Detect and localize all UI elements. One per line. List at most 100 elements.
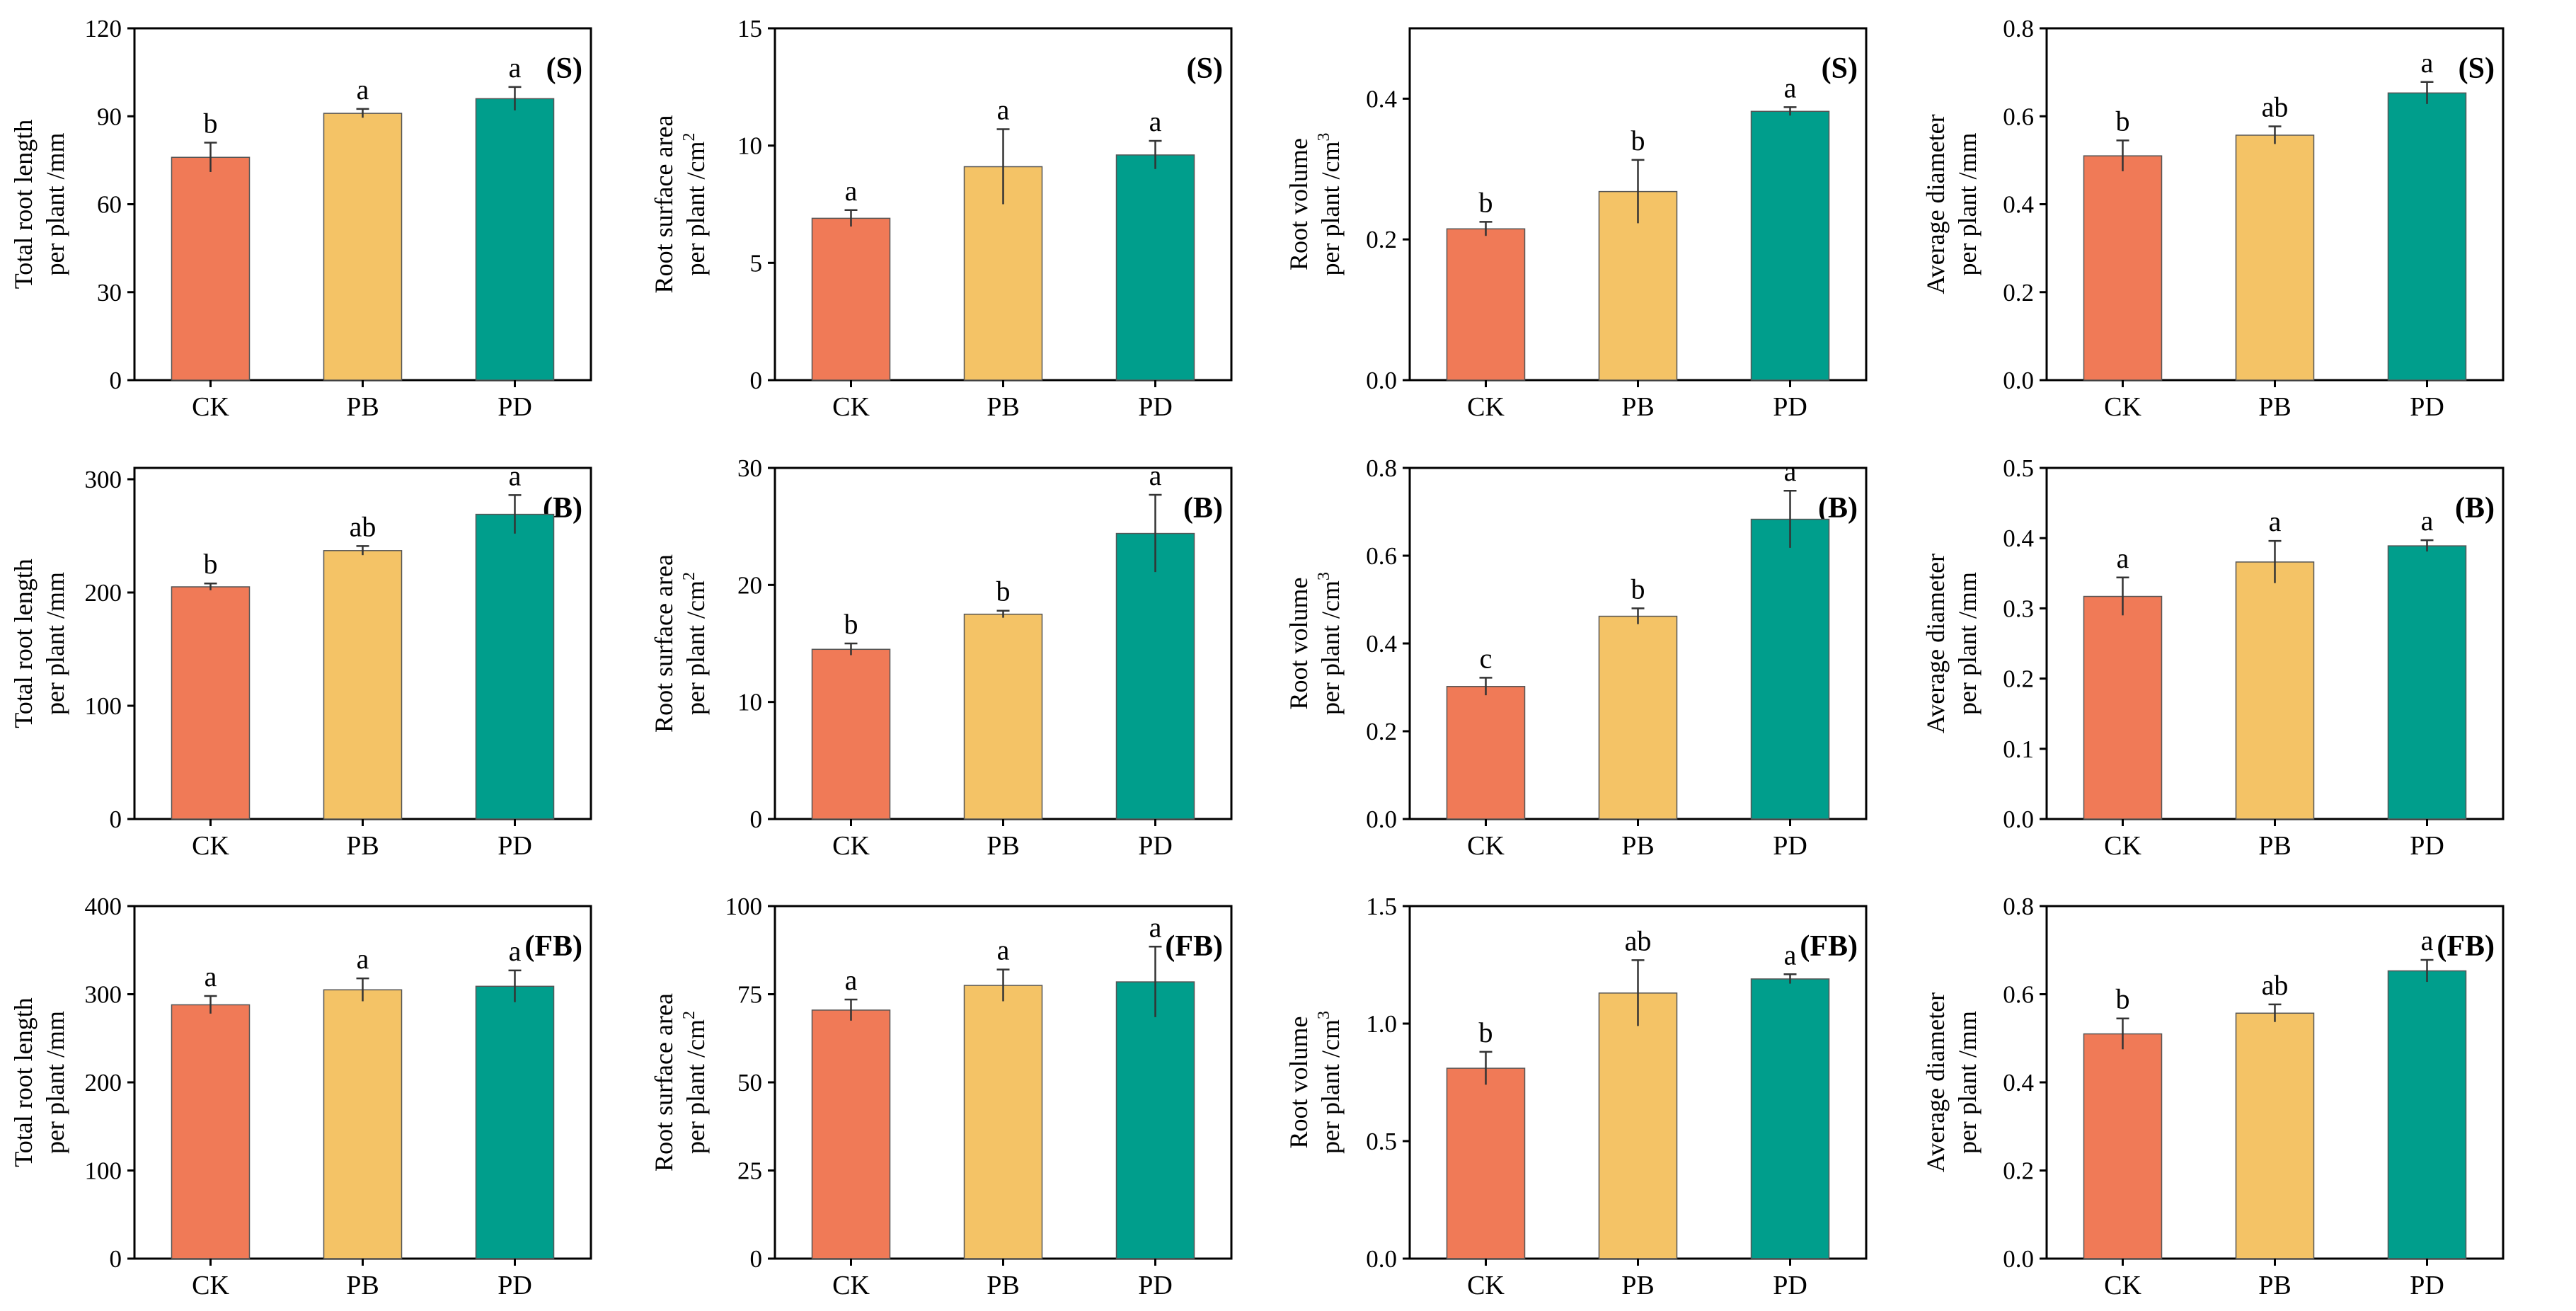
y-axis-label-line1: Root volume	[1284, 578, 1313, 710]
y-tick-label: 0.8	[2003, 893, 2034, 920]
category-label: PD	[1138, 392, 1173, 422]
category-label: CK	[192, 1271, 229, 1300]
bar-pd	[2387, 970, 2467, 1259]
y-tick-label: 0	[110, 806, 122, 833]
bar-pd	[1115, 981, 1195, 1259]
category-label: PB	[987, 1271, 1019, 1300]
y-tick-label: 0.4	[1366, 630, 1397, 658]
category-label: PD	[1138, 831, 1173, 861]
chart-panel: 0.0 0.2 0.4 0.6 0.8 Average diameter per plant…	[1921, 15, 2505, 422]
y-tick-label: 0.0	[2003, 1245, 2034, 1273]
significance-letter: a	[357, 74, 369, 105]
bar-ck	[811, 648, 891, 820]
category-label: PB	[1621, 392, 1654, 422]
y-axis-label-line2: per plant /cm2	[680, 572, 710, 715]
y-axis-label-line1: Root volume	[1284, 1017, 1313, 1149]
significance-letter: b	[844, 608, 858, 640]
y-axis-label-superscript: 3	[1315, 1011, 1333, 1019]
significance-letter: a	[1784, 939, 1797, 971]
chart-panel: 0 5 10 15 Root surface area per plant /cm2 (S)…	[650, 15, 1233, 422]
y-tick-label: 0	[110, 1245, 122, 1273]
bar-pb	[323, 989, 403, 1259]
significance-letter: a	[2421, 505, 2434, 537]
bar-ck	[2083, 155, 2163, 381]
y-axis-label-line1: Root surface area	[650, 115, 678, 294]
y-tick-label: 0	[750, 806, 763, 833]
category-label: PB	[346, 1271, 379, 1300]
bar-pb	[963, 613, 1043, 820]
y-tick-label: 0.0	[1366, 367, 1397, 394]
significance-letter: a	[1149, 911, 1162, 943]
y-tick-label: 15	[737, 15, 762, 42]
bar-ck	[811, 217, 891, 381]
y-tick-label: 30	[97, 279, 122, 307]
y-tick-label: 50	[737, 1069, 762, 1097]
y-tick-label: 0.8	[1366, 454, 1397, 482]
y-tick-label: 0.5	[2003, 454, 2034, 482]
significance-letter: c	[1480, 642, 1493, 674]
category-label: PD	[498, 1271, 532, 1300]
y-axis-label-superscript: 3	[1315, 133, 1333, 142]
chart-panel: 0.0 0.2 0.4 0.6 0.8 Root volume per plant /cm3…	[1284, 454, 1868, 861]
category-label: CK	[832, 831, 870, 861]
y-axis-label-line1: Root surface area	[650, 993, 678, 1172]
y-axis-label-superscript: 3	[1315, 572, 1333, 580]
y-tick-label: 1.5	[1366, 893, 1397, 920]
bar-pb	[1598, 992, 1678, 1259]
category-label: PD	[498, 831, 532, 861]
y-axis-label-text: per plant /cm	[682, 1019, 710, 1154]
significance-letter: a	[1149, 459, 1162, 491]
panel-tag: (B)	[2455, 492, 2495, 525]
y-tick-label: 0.2	[1366, 226, 1397, 253]
significance-letter: b	[2116, 105, 2130, 137]
chart-panel: 0.0 0.5 1.0 1.5 Root volume per plant /cm3 (FB…	[1284, 893, 1868, 1300]
y-axis-label-line2: per plant /cm3	[1315, 572, 1345, 715]
chart-panel: 0 100 200 300 Total root length per plant /mm…	[9, 459, 592, 861]
y-tick-label: 10	[737, 689, 762, 716]
y-tick-label: 0.0	[1366, 1245, 1397, 1273]
y-tick-label: 200	[85, 1069, 122, 1097]
y-tick-label: 0.0	[2003, 367, 2034, 394]
category-label: CK	[1467, 392, 1505, 422]
significance-letter: ab	[1625, 924, 1652, 956]
bar-pb	[2235, 1012, 2315, 1259]
bar-pb	[963, 985, 1043, 1259]
category-label: CK	[2104, 392, 2141, 422]
significance-letter: b	[2116, 983, 2130, 1015]
y-tick-label: 0.1	[2003, 735, 2034, 763]
y-tick-label: 0.4	[1366, 85, 1397, 113]
y-axis-label-line2: per plant /cm2	[680, 1011, 710, 1154]
y-tick-label: 120	[85, 15, 122, 42]
y-axis-label-line2: per plant /mm	[41, 1011, 69, 1154]
y-tick-label: 5	[750, 249, 763, 277]
panel-tag: (B)	[1183, 492, 1223, 525]
y-axis-label-line2: per plant /mm	[1953, 133, 1982, 276]
y-tick-label: 0.2	[2003, 279, 2034, 307]
category-label: PB	[987, 831, 1019, 861]
y-axis-label-text: per plant /cm	[682, 142, 710, 276]
significance-letter: b	[996, 576, 1011, 607]
y-tick-label: 0.2	[2003, 665, 2034, 693]
panel-tag: (S)	[1187, 52, 1223, 85]
y-tick-label: 0	[110, 367, 122, 394]
y-tick-label: 10	[737, 132, 762, 160]
y-tick-label: 0.3	[2003, 595, 2034, 622]
category-label: PD	[498, 392, 532, 422]
category-label: PD	[1773, 392, 1807, 422]
y-tick-label: 300	[85, 466, 122, 493]
chart-panel: 0 10 20 30 Root surface area per plant /cm2 (B…	[650, 454, 1233, 861]
y-tick-label: 0.2	[1366, 718, 1397, 745]
significance-letter: a	[509, 52, 522, 84]
bar-pb	[323, 113, 403, 381]
panel-tag: (S)	[1822, 52, 1858, 85]
significance-letter: a	[2117, 542, 2129, 574]
y-axis-label-text: per plant /mm	[41, 1011, 69, 1154]
bar-pb	[2235, 134, 2315, 381]
bar-ck	[2083, 595, 2163, 820]
category-label: PD	[2410, 831, 2444, 861]
category-label: CK	[192, 831, 229, 861]
y-tick-label: 25	[737, 1157, 762, 1185]
bar-pd	[475, 985, 555, 1259]
significance-letter: a	[509, 459, 522, 491]
bar-pd	[1750, 110, 1830, 381]
